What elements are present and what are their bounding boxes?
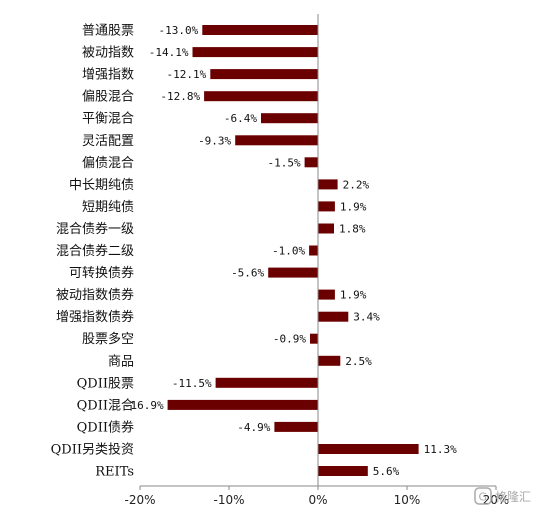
value-label: 1.9% — [340, 200, 367, 213]
value-label: -4.9% — [237, 421, 270, 434]
value-label: 3.4% — [353, 311, 380, 324]
category-label: 偏债混合 — [82, 156, 134, 171]
bar — [318, 289, 335, 300]
category-label: QDII债券 — [77, 419, 134, 435]
bars-group — [167, 25, 419, 476]
value-label: 1.9% — [340, 289, 367, 302]
glh-logo-icon: G — [474, 487, 492, 505]
category-label: 中长期纯债 — [69, 178, 134, 193]
category-labels: 普通股票被动指数增强指数偏股混合平衡混合灵活配置偏债混合中长期纯债短期纯债混合债… — [51, 24, 134, 480]
value-label: -5.6% — [231, 267, 264, 280]
bar — [309, 245, 318, 256]
category-label: 普通股票 — [82, 24, 134, 39]
bar — [235, 135, 318, 146]
category-label: QDII混合 — [77, 398, 134, 413]
x-tick-label: 0% — [308, 493, 327, 507]
bar — [204, 91, 318, 102]
bar — [318, 355, 341, 366]
category-label: REITs — [95, 465, 134, 480]
category-label: QDII股票 — [77, 376, 134, 391]
value-label: -16.9% — [124, 399, 164, 412]
category-label: 混合债券一级 — [56, 221, 134, 237]
x-axis: -20% -10% 0% 10% 20% — [124, 485, 509, 507]
value-label: -9.3% — [198, 134, 231, 147]
bar — [167, 399, 318, 410]
watermark-text: 格隆汇 — [495, 489, 531, 504]
category-label: 被动指数 — [82, 46, 134, 61]
value-label: -12.1% — [167, 68, 207, 81]
bar — [192, 47, 318, 58]
bar — [310, 333, 318, 344]
bar — [274, 421, 318, 432]
value-label: -6.4% — [224, 112, 257, 125]
bar — [202, 25, 318, 35]
bar — [318, 444, 419, 454]
value-label: 2.5% — [345, 355, 372, 368]
x-tick-label: -10% — [213, 493, 244, 507]
value-label: 5.6% — [373, 465, 400, 478]
watermark: G 格隆汇 — [474, 487, 531, 505]
bar — [210, 69, 318, 80]
bar — [261, 113, 318, 124]
bar — [268, 267, 318, 278]
bar — [318, 201, 335, 212]
category-label: 灵活配置 — [82, 134, 134, 149]
x-tick-label: 10% — [394, 493, 421, 507]
value-label: -0.9% — [273, 333, 306, 346]
category-label: 股票多空 — [82, 331, 134, 347]
value-label: 1.8% — [339, 223, 366, 236]
category-label: 增强指数债券 — [56, 309, 134, 325]
category-label: QDII另类投资 — [51, 442, 134, 458]
value-label: -11.5% — [172, 377, 212, 390]
value-label: 11.3% — [424, 443, 457, 456]
category-label: 平衡混合 — [82, 112, 134, 127]
category-label: 可转换债券 — [69, 265, 134, 281]
x-tick-label: -20% — [124, 493, 155, 507]
bar — [304, 157, 318, 168]
category-label: 偏股混合 — [82, 90, 134, 105]
value-label: -14.1% — [149, 46, 189, 59]
bar — [215, 377, 318, 388]
bar — [318, 179, 338, 190]
value-label: -1.0% — [272, 245, 305, 258]
category-label: 增强指数 — [82, 68, 134, 83]
value-label: -1.5% — [267, 156, 300, 169]
bar — [318, 223, 334, 234]
category-label: 商品 — [108, 354, 134, 369]
category-label: 混合债券二级 — [56, 243, 134, 259]
value-label: -12.8% — [160, 90, 200, 103]
value-labels: -13.0% -14.1% -12.1% -12.8% -6.4% -9.3% -1.5% 2… — [124, 24, 457, 478]
svg-text:G: G — [479, 491, 488, 504]
value-label: 2.2% — [343, 178, 370, 191]
value-label: -13.0% — [159, 24, 199, 37]
bar — [318, 311, 349, 322]
bar — [318, 466, 368, 476]
category-label: 短期纯债 — [82, 200, 134, 215]
category-label: 被动指数债券 — [56, 287, 134, 303]
